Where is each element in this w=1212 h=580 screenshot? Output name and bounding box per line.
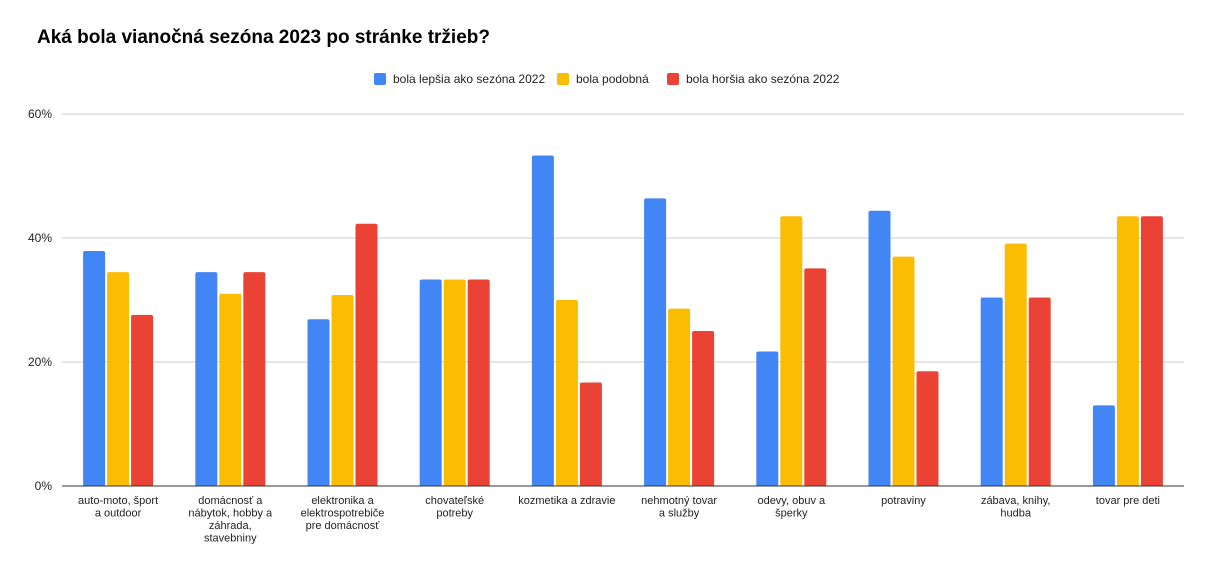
bar — [980, 297, 1003, 486]
bar — [531, 155, 554, 487]
x-category-label: potraviny — [881, 495, 926, 507]
bar — [780, 216, 803, 487]
x-category-label: potreby — [436, 508, 473, 520]
y-tick-label: 20% — [28, 355, 52, 369]
bar — [804, 268, 827, 486]
bar — [355, 223, 378, 487]
legend-item-similar: bola podobná — [557, 72, 649, 86]
legend-item-better: bola lepšia ako sezóna 2022 — [374, 72, 545, 86]
bar — [467, 279, 490, 486]
bar — [195, 272, 218, 486]
x-category-label: zábava, knihy, — [981, 495, 1051, 507]
x-category-label: tovar pre deti — [1096, 495, 1160, 507]
bar — [916, 371, 939, 486]
bar — [107, 272, 130, 486]
legend-swatch-worse — [667, 73, 679, 85]
bar — [892, 256, 915, 486]
x-category-label: chovateľské — [425, 495, 484, 507]
x-category-label: nehmotný tovar — [641, 495, 717, 507]
y-tick-label: 40% — [28, 231, 52, 245]
chart-title: Aká bola vianočná sezóna 2023 po stránke… — [37, 27, 490, 48]
x-category-label: nábytok, hobby a — [188, 508, 273, 520]
bar — [131, 314, 154, 486]
bar — [579, 382, 602, 486]
bar — [1028, 297, 1051, 486]
x-category-label: elektronika a — [311, 495, 374, 507]
legend-label-worse: bola horšia ako sezóna 2022 — [686, 72, 840, 86]
legend-label-better: bola lepšia ako sezóna 2022 — [393, 72, 546, 86]
bar — [307, 319, 330, 486]
bar — [692, 331, 715, 486]
bar — [83, 251, 106, 486]
x-category-label: domácnosť a — [198, 495, 263, 507]
legend-label-similar: bola podobná — [576, 72, 649, 86]
legend-swatch-similar — [557, 73, 569, 85]
x-category-label: a outdoor — [95, 508, 142, 520]
bar — [668, 308, 691, 486]
x-category-label: záhrada, — [209, 520, 252, 532]
bar — [219, 293, 242, 486]
bar — [1092, 405, 1115, 486]
x-category-label: auto-moto, šport — [78, 495, 158, 507]
bar — [555, 300, 578, 486]
bar — [331, 295, 354, 486]
bar — [756, 351, 779, 486]
bar — [1116, 216, 1139, 487]
chart-legend: bola lepšia ako sezóna 2022 bola podobná… — [0, 72, 1212, 90]
bar — [419, 279, 442, 486]
y-tick-label: 0% — [35, 479, 53, 493]
x-category-label: odevy, obuv a — [757, 495, 826, 507]
x-category-label: elektrospotrebiče — [301, 508, 385, 520]
legend-item-worse: bola horšia ako sezóna 2022 — [667, 72, 839, 86]
x-category-label: pre domácnosť — [306, 520, 381, 532]
x-category-label: kozmetika a zdravie — [518, 495, 615, 507]
y-tick-label: 60% — [28, 107, 52, 121]
x-category-label: hudba — [1000, 508, 1031, 520]
x-category-label: a služby — [659, 508, 700, 520]
bar — [1004, 243, 1027, 486]
bar — [1140, 216, 1163, 487]
x-category-label: šperky — [775, 508, 808, 520]
legend-swatch-better — [374, 73, 386, 85]
bar — [443, 279, 466, 486]
bar — [644, 198, 667, 486]
bar — [868, 210, 891, 486]
x-category-label: stavebniny — [204, 533, 257, 545]
bar — [243, 272, 266, 486]
